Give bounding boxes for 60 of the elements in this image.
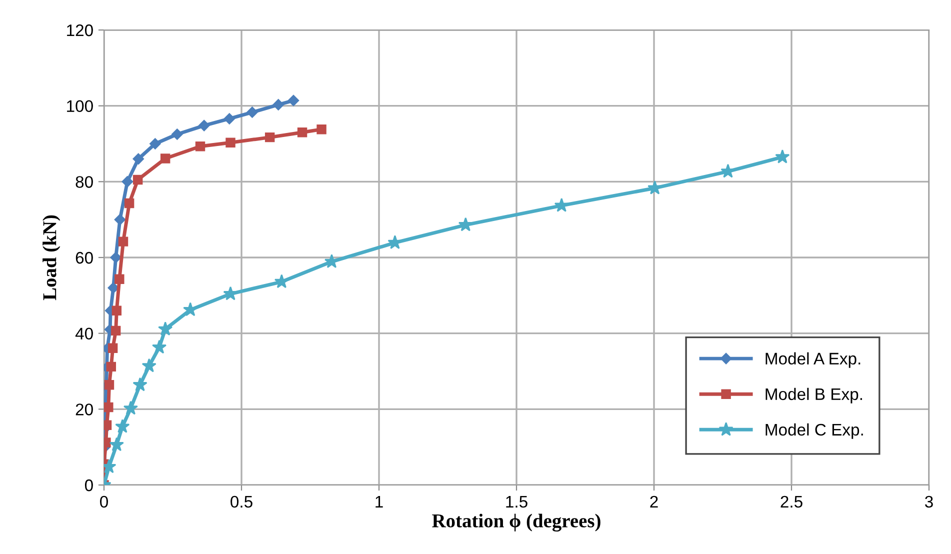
y-tick-label: 100	[67, 100, 93, 112]
point	[458, 217, 473, 232]
y-tick-label: 120	[67, 24, 93, 36]
point	[172, 128, 183, 140]
point	[183, 302, 198, 316]
point	[158, 322, 173, 336]
point	[114, 214, 126, 226]
y-tick-label: 20	[76, 404, 93, 416]
y-tick-label: 80	[76, 176, 93, 188]
point	[106, 362, 116, 372]
x-tick-label: 2.5	[780, 496, 802, 508]
point	[246, 106, 258, 118]
point	[152, 340, 167, 354]
point	[115, 418, 130, 433]
point	[112, 306, 122, 316]
point	[150, 138, 161, 150]
x-tick-label: 0	[100, 496, 108, 508]
legend-label: Model B Exp.	[766, 388, 862, 404]
point	[195, 142, 206, 152]
point	[160, 154, 170, 164]
point	[110, 326, 121, 336]
point	[108, 282, 119, 294]
point	[264, 132, 275, 142]
point	[114, 274, 124, 284]
point	[132, 174, 143, 185]
point	[316, 124, 326, 134]
point	[132, 153, 144, 165]
x-tick-label: 0.5	[230, 496, 252, 508]
point	[104, 402, 114, 412]
point	[272, 99, 284, 110]
x-axis-title: Rotation ϕ (degrees)	[432, 514, 600, 532]
x-tick-label: 1	[376, 496, 383, 508]
point	[118, 236, 128, 246]
point	[122, 176, 133, 188]
point	[124, 198, 134, 208]
point	[142, 358, 156, 372]
point	[226, 138, 236, 148]
y-axis-title: Load (kN)	[42, 215, 60, 300]
y-tick-label: 60	[76, 252, 93, 264]
x-tick-label: 2	[650, 496, 658, 508]
point	[554, 198, 569, 212]
point	[109, 437, 124, 452]
x-tick-label: 3	[925, 496, 933, 508]
point	[648, 180, 662, 194]
point	[123, 400, 138, 415]
point	[198, 120, 210, 132]
point	[132, 377, 148, 392]
point	[775, 149, 790, 164]
point	[104, 380, 114, 390]
point	[108, 343, 118, 353]
y-tick-label: 0	[84, 479, 93, 492]
legend-label: Model A Exp.	[766, 352, 860, 368]
point	[274, 274, 289, 288]
point	[288, 94, 300, 106]
y-tick-label: 40	[75, 328, 93, 340]
point	[224, 113, 236, 124]
point	[297, 128, 308, 138]
legend-label: Model C Exp.	[766, 423, 863, 439]
point	[110, 252, 122, 264]
x-tick-label: 1.5	[506, 496, 528, 508]
